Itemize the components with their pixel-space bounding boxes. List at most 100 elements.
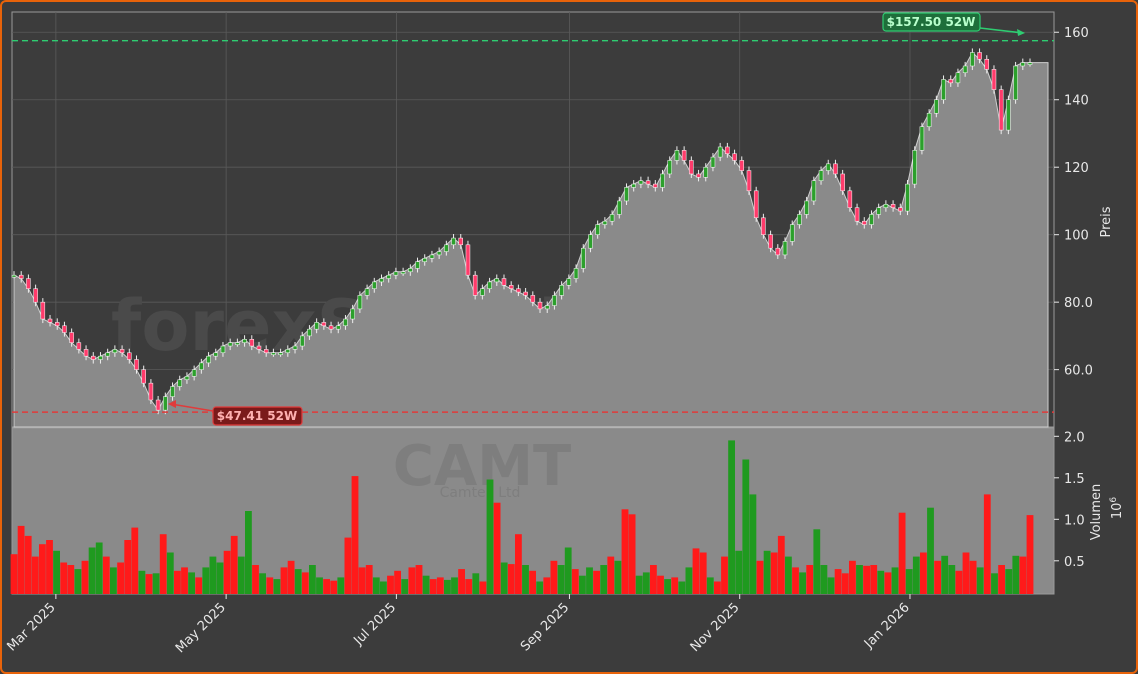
- candle: [415, 257, 420, 273]
- candle: [278, 348, 283, 357]
- volume-bar: [728, 440, 735, 594]
- candle: [717, 142, 723, 162]
- candle: [1013, 61, 1018, 104]
- candle: [372, 277, 377, 293]
- candle: [811, 176, 817, 205]
- volume-bar: [799, 572, 806, 594]
- candle: [26, 274, 31, 293]
- candle: [883, 200, 889, 212]
- candle: [472, 271, 478, 300]
- volume-bar: [159, 534, 167, 594]
- volume-bar: [95, 542, 103, 594]
- volume-bar: [166, 552, 174, 594]
- volume-bar: [955, 570, 963, 594]
- volume-bar: [1005, 569, 1013, 594]
- volume-bar: [252, 565, 259, 594]
- candle: [523, 287, 528, 300]
- volume-bar: [891, 567, 899, 594]
- candle: [847, 186, 853, 212]
- volume-bar: [458, 569, 465, 594]
- volume-bar: [60, 562, 68, 594]
- candle: [624, 183, 629, 205]
- candle: [739, 156, 745, 175]
- candle: [559, 281, 564, 300]
- volume-bar: [529, 570, 536, 594]
- volume-tick-label: 0.5: [1064, 555, 1085, 570]
- candle: [235, 338, 240, 347]
- volume-bar: [301, 572, 309, 594]
- volume-bar: [387, 575, 394, 594]
- volume-bar: [607, 556, 615, 594]
- candle: [638, 176, 644, 189]
- volume-bar: [983, 494, 991, 594]
- candles: [11, 48, 1033, 415]
- volume-bar: [628, 514, 636, 594]
- volume-bar: [564, 547, 572, 594]
- volume-bar: [998, 565, 1005, 594]
- candle: [62, 321, 67, 337]
- candle: [530, 291, 536, 307]
- volume-bar: [920, 552, 927, 594]
- price-axis-label: Preis: [1099, 206, 1114, 237]
- volume-axis-label: Volumen: [1089, 484, 1104, 541]
- candle: [998, 85, 1004, 135]
- volume-bar: [351, 476, 359, 594]
- volume-bar: [742, 459, 750, 594]
- candle: [660, 169, 665, 192]
- candle: [163, 392, 168, 415]
- volume-bar: [621, 509, 629, 594]
- volume-bars: [10, 440, 1034, 595]
- volume-bar: [358, 567, 366, 594]
- volume-bar: [557, 565, 565, 594]
- volume-bar: [806, 565, 814, 594]
- candle: [1020, 58, 1026, 71]
- price-tick-label: 100: [1064, 229, 1089, 244]
- volume-bar: [53, 550, 60, 594]
- volume-bar: [635, 575, 643, 594]
- ticker-watermark: CAMT: [393, 434, 571, 499]
- volume-bar: [408, 567, 416, 594]
- price-tick-label: 160: [1064, 26, 1089, 41]
- candle: [501, 274, 507, 290]
- candle: [746, 166, 752, 195]
- candle: [941, 75, 946, 104]
- volume-bar: [664, 579, 671, 594]
- volume-bar: [770, 552, 778, 594]
- candle: [336, 321, 341, 334]
- candle: [840, 169, 845, 195]
- candle: [227, 338, 233, 351]
- candle: [516, 284, 521, 297]
- volume-bar: [699, 552, 707, 594]
- candle: [645, 176, 651, 189]
- candle: [328, 321, 334, 334]
- candle: [11, 271, 17, 280]
- candle: [451, 234, 456, 249]
- candle: [818, 166, 824, 185]
- volume-bar: [934, 560, 941, 594]
- volume-bar: [884, 572, 892, 594]
- candle: [753, 186, 759, 222]
- volume-bar: [614, 560, 622, 594]
- volume-bar: [81, 560, 89, 594]
- volume-bar: [579, 575, 586, 594]
- candle: [681, 146, 687, 165]
- candle: [249, 335, 255, 351]
- volume-bar: [280, 567, 288, 594]
- volume-bar: [991, 573, 998, 595]
- candle: [566, 274, 572, 290]
- volume-tick-label: 1.5: [1064, 472, 1085, 487]
- volume-bar: [600, 565, 608, 594]
- price-tick-label: 60.0: [1064, 364, 1093, 379]
- volume-bar: [429, 579, 437, 594]
- candle: [667, 156, 672, 178]
- date-axis-ticks: Mar 2025 May 2025 Jul 2025 Sep 2025 Nov 2025…: [4, 594, 913, 656]
- candle: [148, 379, 154, 405]
- candle: [134, 355, 139, 374]
- volume-bar: [550, 560, 558, 594]
- volume-bar: [792, 567, 799, 594]
- volume-bar: [230, 535, 238, 594]
- candle: [40, 298, 46, 324]
- volume-bar: [849, 560, 856, 594]
- price-tick-label: 80.0: [1064, 296, 1093, 311]
- low-52w-annotation: $47.41 52W: [168, 400, 303, 426]
